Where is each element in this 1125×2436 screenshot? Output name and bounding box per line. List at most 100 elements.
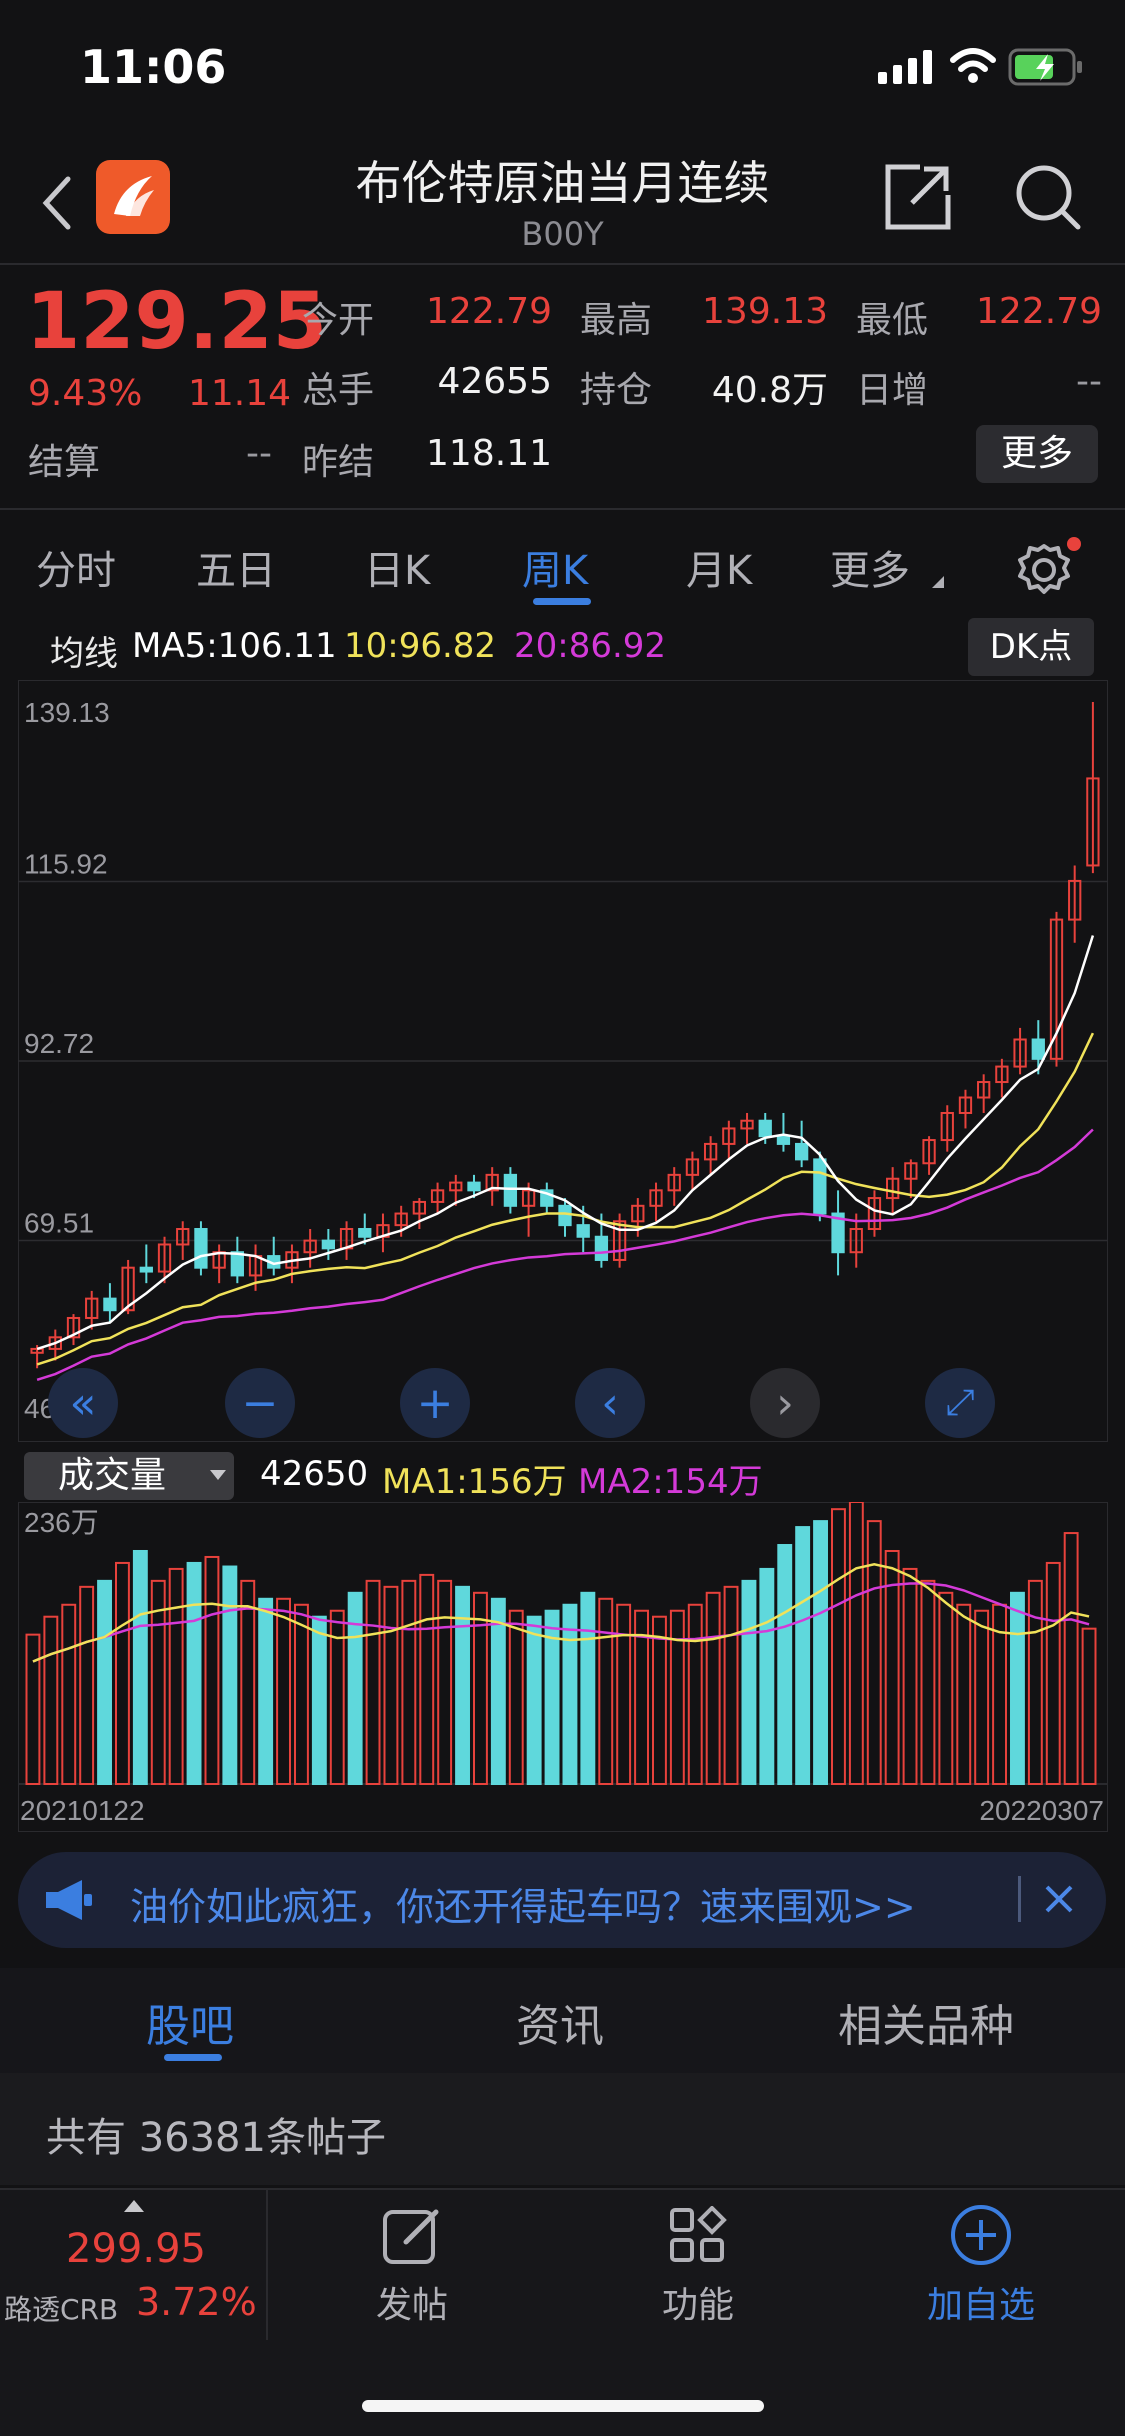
candle-body	[922, 1139, 936, 1165]
dk-point-button[interactable]: DK点	[968, 618, 1094, 676]
volume-bar	[43, 1615, 59, 1785]
volume-bar	[240, 1579, 256, 1785]
app-logo	[96, 160, 170, 234]
tab-news[interactable]: 资讯	[516, 2001, 604, 2052]
back-icon[interactable]	[40, 175, 74, 231]
candle-body	[813, 1158, 827, 1215]
add-watchlist-icon[interactable]	[950, 2204, 1012, 2266]
volume-bar	[1081, 1627, 1097, 1786]
banner-text[interactable]: 油价如此疯狂，你还开得起车吗？速来围观>>	[130, 1885, 916, 1929]
candle-body	[485, 1173, 499, 1192]
low-label: 最低	[856, 300, 929, 341]
volume-bar	[831, 1508, 846, 1785]
post-button-label[interactable]: 发帖	[375, 2285, 448, 2326]
volume-bar	[759, 1567, 775, 1785]
candle-body	[176, 1228, 190, 1246]
nav-header: 布伦特原油当月连续 B00Y	[0, 135, 1125, 265]
candle-body	[886, 1177, 900, 1200]
volume-bar	[741, 1579, 757, 1785]
candle-body	[995, 1065, 1009, 1084]
share-icon[interactable]	[884, 163, 952, 231]
rewind-icon[interactable]: «	[48, 1368, 118, 1438]
volume-bar	[186, 1561, 202, 1786]
volume-bar	[1027, 1579, 1043, 1785]
volume-bar	[490, 1597, 506, 1785]
open-label: 今开	[302, 300, 375, 341]
compose-icon[interactable]	[382, 2206, 442, 2266]
functions-grid-icon[interactable]	[668, 2206, 728, 2266]
tab-daily-k[interactable]: 日K	[364, 548, 431, 594]
indicator-select[interactable]: 成交量	[24, 1452, 234, 1500]
candle-body	[121, 1266, 135, 1312]
daily-increase-label: 日增	[856, 370, 929, 411]
add-watchlist-label[interactable]: 加自选	[926, 2285, 1035, 2326]
volume-bar	[634, 1609, 649, 1785]
volume-bar	[544, 1609, 560, 1785]
period-tabs: 分时 五日 日K 周K 月K 更多	[0, 510, 1125, 610]
volume-bar	[938, 1591, 954, 1786]
index-percent: 3.72%	[136, 2280, 257, 2324]
open-interest-label: 持仓	[580, 370, 653, 411]
high-label: 最高	[580, 300, 653, 341]
change-amount: 11.14	[188, 373, 292, 414]
functions-label[interactable]: 功能	[661, 2285, 734, 2326]
index-ticker[interactable]: 299.95 路透CRB 3.72%	[0, 2190, 268, 2340]
ma-label: 均线	[50, 634, 118, 674]
zoom-in-icon[interactable]: +	[400, 1368, 470, 1438]
candle-body	[977, 1081, 991, 1099]
contract-code: B00Y	[521, 215, 604, 253]
candle-body	[940, 1111, 954, 1142]
tab-intraday[interactable]: 分时	[36, 548, 116, 594]
ma-legend: 均线 MA5:106.11 10:96.82 20:86.92 DK点	[0, 618, 1125, 678]
volume-bar	[902, 1567, 918, 1785]
tab-monthly-k[interactable]: 月K	[686, 548, 753, 594]
tab-related[interactable]: 相关品种	[838, 2001, 1014, 2052]
prev-icon[interactable]: ‹	[575, 1368, 645, 1438]
more-button[interactable]: 更多	[976, 425, 1098, 483]
candle-body	[594, 1235, 609, 1261]
candle-body	[230, 1251, 244, 1277]
tab-forum[interactable]: 股吧	[146, 2001, 234, 2052]
low-value: 122.79	[976, 291, 1102, 332]
volume-bar	[848, 1502, 864, 1785]
candle-body	[867, 1197, 882, 1231]
candle-body	[194, 1228, 208, 1269]
next-icon[interactable]: ›	[750, 1368, 820, 1438]
volume-ma1: MA1:156万	[382, 1462, 567, 1502]
tab-five-day[interactable]: 五日	[196, 548, 276, 594]
volume-bar	[437, 1579, 453, 1785]
search-icon[interactable]	[1014, 163, 1082, 231]
candle-body	[612, 1220, 627, 1261]
volume-bar	[276, 1597, 291, 1785]
candle-body	[358, 1228, 372, 1238]
volume-bar	[25, 1633, 41, 1785]
tab-weekly-k[interactable]: 周K	[522, 548, 589, 594]
ma5-value: MA5:106.11	[132, 626, 337, 666]
volume-ma2: MA2:154万	[578, 1462, 763, 1502]
news-banner[interactable]: 油价如此疯狂，你还开得起车吗？速来围观>>	[18, 1852, 1106, 1948]
candle-body	[776, 1135, 791, 1145]
volume-bar	[329, 1609, 345, 1785]
volume-latest: 42650	[260, 1454, 369, 1494]
prev-settle-label: 昨结	[302, 442, 375, 483]
candle-body	[795, 1142, 809, 1161]
volume-bar	[652, 1615, 667, 1785]
volume-bar	[150, 1579, 166, 1785]
close-icon[interactable]	[1044, 1884, 1074, 1914]
zoom-out-icon[interactable]: −	[225, 1368, 295, 1438]
settings-gear-icon[interactable]	[1014, 534, 1082, 602]
candle-body	[1031, 1038, 1045, 1060]
volume-bar	[1045, 1561, 1061, 1786]
volume-bar	[115, 1561, 130, 1786]
open-value: 122.79	[426, 291, 552, 332]
volume-bar	[258, 1597, 274, 1785]
candle-body	[958, 1096, 973, 1114]
volume-chart[interactable]: 236万 20210122 20220307	[18, 1502, 1108, 1832]
fullscreen-icon[interactable]: ⤢	[925, 1368, 995, 1438]
volume-bar	[580, 1591, 596, 1786]
tab-more[interactable]: 更多	[830, 548, 910, 594]
candle-body	[649, 1189, 663, 1207]
change-percent: 9.43%	[28, 373, 143, 414]
status-bar: 11:06	[0, 0, 1125, 135]
